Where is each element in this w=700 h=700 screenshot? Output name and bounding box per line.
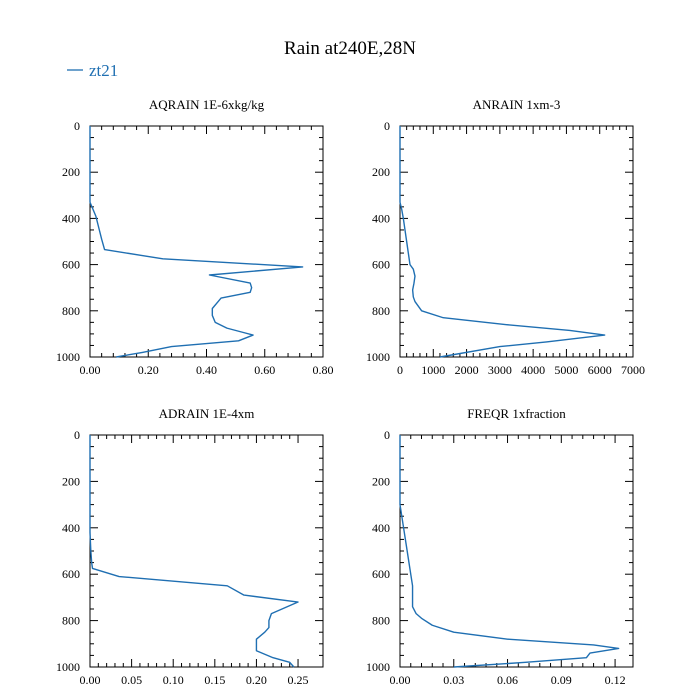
y-tick-label: 800 [372,304,390,318]
series-line-zt21 [89,126,304,358]
y-tick-label: 200 [62,165,80,179]
x-tick-label: 0.00 [80,673,101,687]
x-tick-label: 0.40 [196,363,217,377]
x-tick-label: 0.03 [443,673,464,687]
panel-title: AQRAIN 1E-6xkg/kg [149,97,265,112]
y-tick-label: 600 [372,567,390,581]
y-tick-label: 0 [384,119,390,133]
y-tick-label: 400 [62,211,80,225]
y-tick-label: 200 [372,165,390,179]
figure-title: Rain at240E,28N [284,38,416,59]
series-line-zt21 [89,435,299,668]
series-line-zt21 [399,435,620,668]
x-tick-label: 0 [397,363,403,377]
x-tick-label: 0.09 [551,673,572,687]
x-tick-label: 5000 [554,363,578,377]
panel-0: AQRAIN 1E-6xkg/kg 0.00 0.20 0.40 0.60 0.80 0 20… [56,97,334,377]
legend: zt21 [67,61,118,80]
x-tick-label: 0.80 [313,363,334,377]
x-tick-label: 0.25 [288,673,309,687]
panel-3: FREQR 1xfraction 0.00 0.03 0.06 0.09 0.12 0 200… [366,406,634,687]
series-line-zt21 [399,126,606,358]
y-tick-label: 0 [384,428,390,442]
x-tick-label: 3000 [488,363,512,377]
panel-2: ADRAIN 1E-4xm 0.00 0.05 0.10 0.15 0.20 0.25 0 20… [56,406,324,687]
y-tick-label: 1000 [56,660,80,674]
x-tick-label: 6000 [588,363,612,377]
x-tick-label: 4000 [521,363,545,377]
x-tick-label: 1000 [421,363,445,377]
y-tick-label: 400 [372,521,390,535]
panel-title: ADRAIN 1E-4xm [159,406,255,421]
plot-frame [89,434,324,668]
plot-frame [399,434,634,668]
x-tick-label: 0.20 [138,363,159,377]
y-tick-label: 600 [62,567,80,581]
y-tick-label: 1000 [366,660,390,674]
panel-title: FREQR 1xfraction [467,406,566,421]
x-tick-label: 0.60 [254,363,275,377]
x-tick-label: 2000 [455,363,479,377]
panel-1: ANRAIN 1xm-30 1000 2000 3000 4000 5000 6000 700… [366,97,645,377]
y-tick-label: 600 [62,258,80,272]
y-tick-label: 0 [74,428,80,442]
plot-frame [399,125,634,358]
x-tick-label: 0.00 [390,673,411,687]
y-tick-label: 400 [62,521,80,535]
y-tick-label: 800 [62,304,80,318]
y-tick-label: 800 [372,614,390,628]
y-tick-label: 1000 [56,350,80,364]
y-tick-label: 1000 [366,350,390,364]
x-tick-label: 0.15 [204,673,225,687]
y-tick-label: 200 [62,474,80,488]
x-tick-label: 0.06 [497,673,518,687]
x-tick-label: 0.10 [163,673,184,687]
x-tick-label: 0.20 [246,673,267,687]
y-tick-label: 200 [372,474,390,488]
legend-label: zt21 [89,61,118,80]
panel-title: ANRAIN 1xm-3 [473,97,561,112]
x-tick-label: 0.05 [121,673,142,687]
x-tick-label: 0.00 [80,363,101,377]
y-tick-label: 0 [74,119,80,133]
x-tick-label: 7000 [621,363,645,377]
x-tick-label: 0.12 [605,673,626,687]
plot-frame [89,125,324,358]
y-tick-label: 600 [372,258,390,272]
y-tick-label: 400 [372,211,390,225]
y-tick-label: 800 [62,614,80,628]
